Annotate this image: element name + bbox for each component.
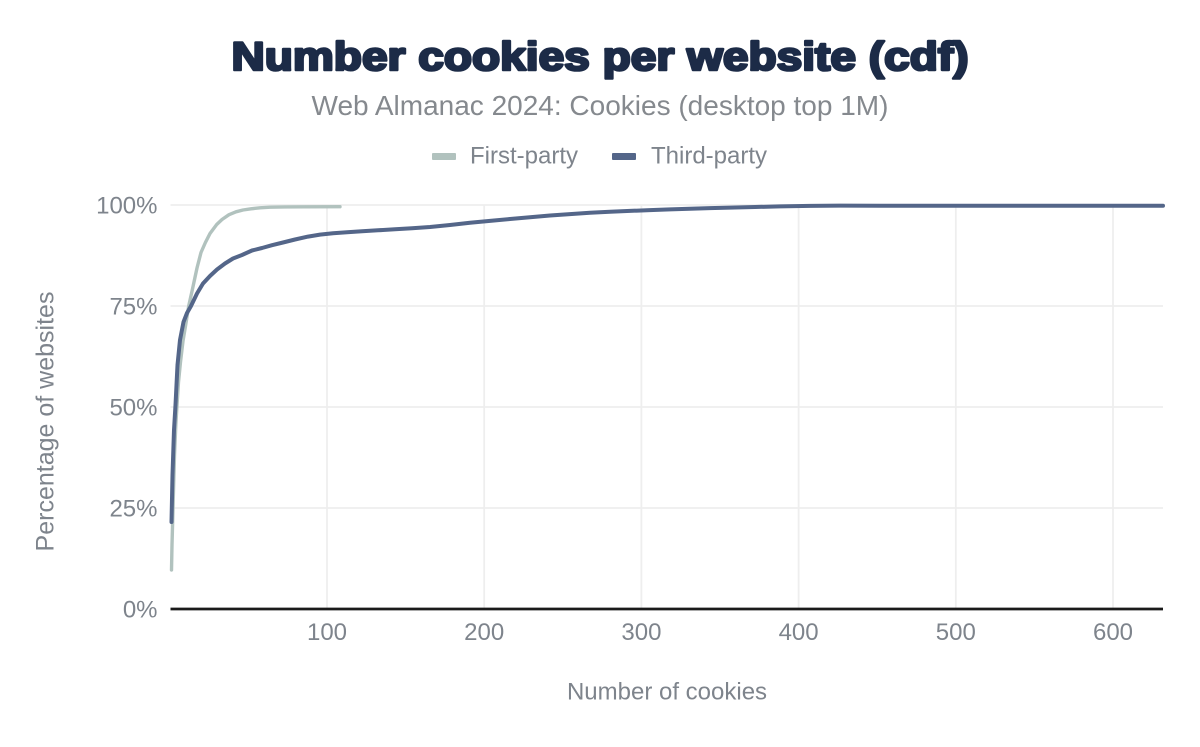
svg-text:Number of cookies: Number of cookies: [567, 679, 767, 706]
svg-text:75%: 75%: [109, 294, 157, 321]
svg-text:100%: 100%: [96, 193, 157, 220]
svg-text:600: 600: [1093, 619, 1133, 646]
svg-text:200: 200: [464, 619, 504, 646]
svg-text:100: 100: [307, 619, 347, 646]
svg-text:400: 400: [779, 619, 819, 646]
svg-text:500: 500: [936, 619, 976, 646]
svg-text:First-party: First-party: [470, 142, 578, 169]
svg-text:Web Almanac 2024: Cookies (des: Web Almanac 2024: Cookies (desktop top 1…: [312, 90, 889, 121]
svg-text:50%: 50%: [109, 395, 157, 422]
svg-text:300: 300: [621, 619, 661, 646]
svg-text:25%: 25%: [109, 496, 157, 523]
svg-text:Number cookies per website (cd: Number cookies per website (cdf): [231, 35, 968, 79]
svg-text:Third-party: Third-party: [651, 142, 767, 169]
svg-text:Percentage of websites: Percentage of websites: [32, 292, 60, 552]
svg-text:0%: 0%: [123, 597, 158, 624]
